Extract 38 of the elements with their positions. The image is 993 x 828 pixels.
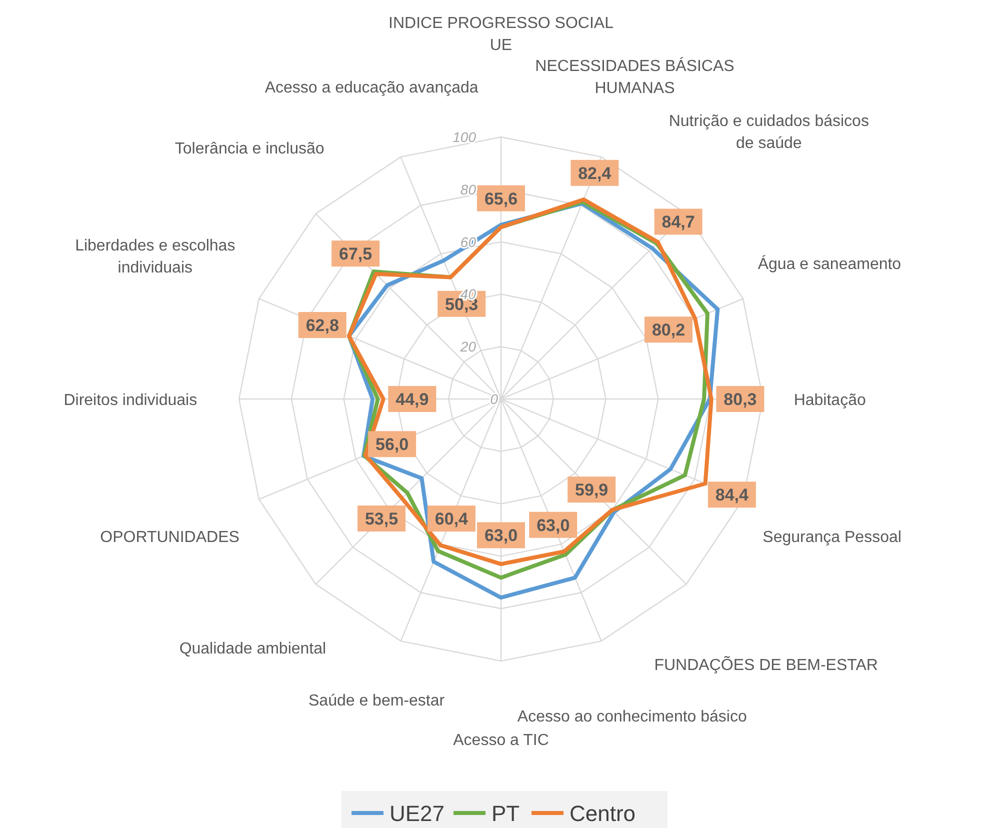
spoke-label: Saúde e bem-estar (308, 692, 446, 710)
legend-label: UE27 (390, 801, 445, 826)
spoke-label: NECESSIDADES BÁSICAS HUMANAS (535, 57, 734, 98)
spoke-label: FUNDAÇÕES DE BEM-ESTAR (654, 655, 878, 674)
data-label: 59,9 (575, 480, 608, 500)
data-label: 63,0 (484, 526, 518, 546)
data-label: 80,2 (652, 320, 686, 340)
spoke-label: Liberdades e escolhas individuais (75, 238, 236, 277)
spoke-label: Acesso ao conhecimento básico (517, 708, 747, 726)
spoke-label: Habitação (794, 392, 866, 409)
spoke-label: Segurança Pessoal (762, 529, 902, 546)
data-label: 67,5 (339, 244, 372, 264)
spoke-label: Direitos individuais (64, 392, 198, 409)
spoke-label: Acesso a educação avançada (264, 80, 478, 97)
spoke-label: Qualidade ambiental (179, 640, 326, 658)
spoke-label: INDICE PROGRESSO SOCIAL UE (388, 15, 614, 54)
data-label: 63,0 (536, 516, 570, 535)
spoke-label: OPORTUNIDADES (100, 529, 240, 546)
y-tick-label: 100 (452, 129, 476, 145)
data-label: 65,6 (484, 189, 518, 208)
data-label: 82,4 (578, 164, 612, 183)
data-label: 56,0 (376, 435, 409, 454)
spoke-label: Tolerância e inclusão (174, 140, 324, 158)
y-tick-label: 80 (460, 181, 476, 198)
spoke-label: Acesso a TIC (453, 732, 549, 749)
legend-label: Centro (570, 801, 636, 826)
data-label: 44,9 (396, 390, 429, 409)
data-label: 84,7 (662, 212, 695, 232)
legend-label: PT (492, 801, 520, 826)
data-label: 80,3 (724, 390, 757, 409)
data-label: 60,4 (434, 510, 469, 529)
y-tick-label: 0 (490, 391, 498, 407)
spoke-label: Nutrição e cuidados básicos de saúde (668, 113, 869, 152)
data-label: 84,4 (715, 486, 750, 505)
y-tick-label: 20 (459, 338, 476, 355)
data-label: 53,5 (364, 509, 398, 528)
spoke-label: Água e saneamento (758, 254, 902, 273)
data-label: 62,8 (306, 316, 339, 336)
